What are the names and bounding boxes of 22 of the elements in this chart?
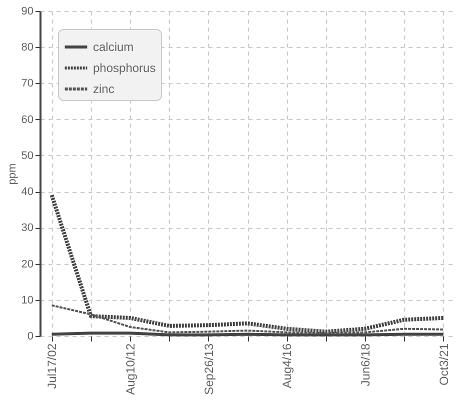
y-tick-label: 60	[21, 114, 34, 126]
x-tick-label: Aug4/16	[280, 343, 294, 388]
y-tick-label: 10	[21, 294, 34, 306]
x-tick-label: Jun6/18	[358, 343, 372, 386]
y-tick-label: 20	[21, 258, 34, 270]
y-tick-label: 0	[27, 330, 34, 342]
legend-label: phosphorus	[93, 61, 156, 75]
x-tick-label: Jul17/02	[45, 343, 60, 389]
y-tick-label: 30	[21, 222, 34, 234]
legend-label: zinc	[93, 82, 114, 96]
legend-label: calcium	[93, 40, 134, 54]
y-tick-label: 40	[21, 186, 34, 198]
y-tick-label: 90	[21, 6, 34, 18]
x-tick-label: Sep26/13	[202, 343, 216, 395]
y-axis-title: ppm	[6, 163, 18, 185]
y-tick-label: 50	[21, 150, 34, 162]
x-tick-label: Oct3/21	[436, 343, 451, 386]
y-tick-label: 80	[21, 42, 34, 54]
line-series	[50, 304, 444, 334]
x-tick-label: Aug10/12	[124, 343, 138, 395]
y-tick-label: 70	[21, 78, 34, 90]
line-series	[50, 193, 446, 334]
